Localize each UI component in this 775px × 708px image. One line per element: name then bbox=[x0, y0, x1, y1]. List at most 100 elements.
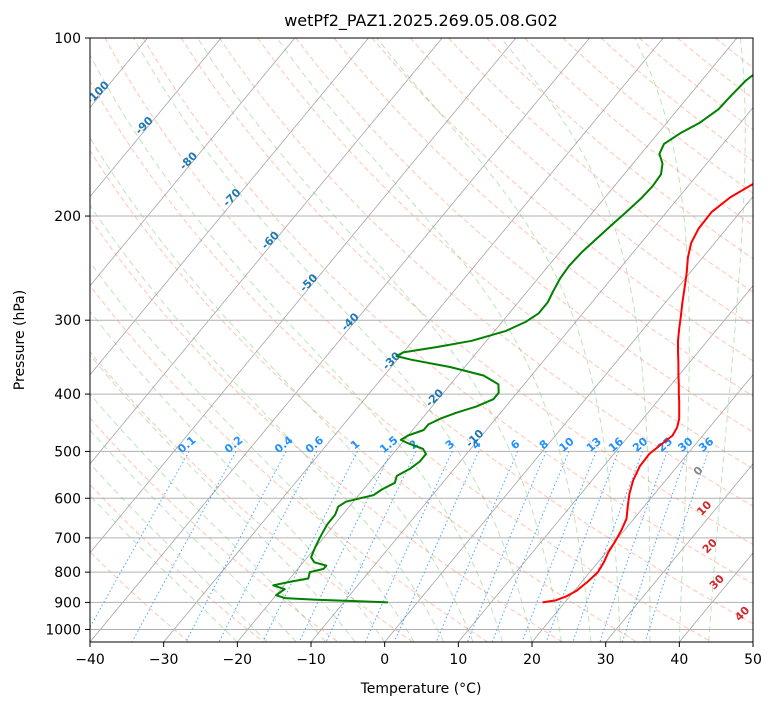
y-axis-label: Pressure (hPa) bbox=[12, 290, 28, 390]
dry-adiabat-line bbox=[371, 38, 753, 362]
x-axis-label: Temperature (°C) bbox=[360, 681, 482, 697]
dry-adiabat-line bbox=[333, 38, 753, 397]
x-tick-label: −30 bbox=[149, 652, 179, 668]
moist-adiabat-line bbox=[90, 393, 327, 642]
profile-series bbox=[272, 73, 753, 604]
dry-adiabat-line bbox=[90, 551, 190, 642]
dry-adiabat-line bbox=[219, 38, 753, 507]
moist-adiabats bbox=[90, 38, 746, 642]
y-tick-label: 400 bbox=[54, 387, 81, 403]
mixing-ratio-line bbox=[262, 451, 358, 642]
mixing-ratio-label: 1 bbox=[348, 437, 362, 452]
moist-adiabat-line bbox=[133, 38, 533, 642]
isotherm-label: -50 bbox=[297, 271, 320, 294]
mixing-ratio-line bbox=[185, 451, 287, 642]
isotherm-line bbox=[384, 195, 753, 642]
x-tick-label: −10 bbox=[296, 652, 326, 668]
mixing-ratio-label: 8 bbox=[537, 437, 551, 452]
moist-adiabat-label: 30 bbox=[707, 572, 727, 592]
mixing-ratio-line bbox=[599, 451, 668, 642]
mixing-ratio-line bbox=[621, 451, 689, 642]
mixing-ratio-line bbox=[545, 451, 619, 642]
moist-adiabat-line bbox=[90, 494, 238, 642]
mixing-ratio-label: 1.5 bbox=[377, 433, 400, 455]
isotherm-line bbox=[679, 552, 753, 642]
mixing-ratio-line bbox=[325, 451, 417, 642]
moist-adiabat-line bbox=[634, 38, 690, 642]
chart-title: wetPf2_PAZ1.2025.269.05.08.G02 bbox=[284, 11, 558, 31]
moist-adiabat-label: 40 bbox=[732, 604, 752, 624]
isotherm-line bbox=[90, 38, 296, 287]
mixing-ratio-line bbox=[393, 451, 480, 642]
isotherm-line bbox=[90, 38, 222, 198]
isotherm-line bbox=[90, 38, 369, 376]
dry-adiabat-line bbox=[90, 217, 563, 642]
dry-adiabat-line bbox=[754, 38, 775, 642]
mixing-ratio-line bbox=[90, 451, 190, 629]
isotherm-label: -100 bbox=[83, 78, 112, 107]
isotherm-label: -70 bbox=[220, 186, 243, 209]
y-tick-label: 500 bbox=[54, 444, 81, 460]
isotherm-line bbox=[531, 374, 753, 642]
y-tick-label: 1000 bbox=[45, 622, 81, 638]
moist-adiabat-line bbox=[90, 136, 474, 642]
x-tick-label: 30 bbox=[597, 652, 615, 668]
x-tick-label: 50 bbox=[744, 652, 762, 668]
mixing-ratio-line bbox=[435, 451, 519, 642]
dewpoint-profile-line bbox=[272, 73, 753, 604]
moist-adiabat-line bbox=[90, 310, 386, 642]
y-tick-label: 800 bbox=[54, 565, 81, 581]
mixing-ratio-line bbox=[644, 451, 709, 642]
moist-adiabat-line bbox=[276, 38, 592, 642]
mixing-ratio-line bbox=[218, 451, 318, 642]
dry-adiabat-line bbox=[142, 38, 753, 585]
mixing-ratio-label: 0.4 bbox=[272, 433, 296, 456]
dry-adiabats bbox=[90, 38, 775, 642]
dry-adiabat-line bbox=[180, 38, 753, 546]
moist-adiabat-label: 10 bbox=[694, 498, 714, 518]
x-tick-label: −20 bbox=[223, 652, 253, 668]
moist-adiabat-line bbox=[90, 53, 503, 642]
mixing-ratio-line bbox=[131, 451, 237, 642]
isotherm-label: -80 bbox=[177, 149, 200, 172]
mixing-ratio-label: 6 bbox=[508, 437, 522, 452]
mixing-ratio-line bbox=[298, 451, 392, 642]
isotherm-label: -40 bbox=[339, 310, 362, 333]
moist-adiabat-line bbox=[90, 204, 445, 642]
mixing-ratio-line bbox=[364, 451, 453, 642]
moist-adiabat-line bbox=[376, 38, 621, 642]
isotherm-line bbox=[752, 641, 753, 642]
dry-adiabat-line bbox=[448, 38, 753, 293]
dry-adiabat-line bbox=[257, 38, 753, 470]
mixing-ratio-line bbox=[491, 451, 570, 642]
mixing-ratio-line bbox=[467, 451, 547, 642]
dry-adiabat-line bbox=[90, 417, 339, 642]
mixing-ratio-line bbox=[572, 451, 644, 642]
isotherm-line bbox=[310, 106, 753, 642]
mixing-ratio-label: 0.1 bbox=[175, 433, 198, 455]
mixing-ratio-label: 0.6 bbox=[303, 433, 327, 456]
axes: −40 −30 −20 −10 0 10 20 30 40 5010020030040050060… bbox=[45, 31, 762, 668]
x-tick-label: −40 bbox=[75, 652, 105, 668]
pressure-gridlines bbox=[90, 38, 753, 630]
isotherm-label: -30 bbox=[380, 349, 403, 372]
moist-adiabat-line bbox=[708, 38, 746, 642]
plot-area: 0.1 0.2 0.4 0.6 1 1.5 2 3 4 6 8 10 13 16 20 25 30 36-100-… bbox=[83, 38, 775, 642]
dry-adiabat-line bbox=[677, 38, 753, 100]
moist-adiabat-line bbox=[90, 354, 356, 642]
dry-adiabat-line bbox=[486, 38, 753, 260]
x-tick-label: 20 bbox=[523, 652, 541, 668]
y-tick-label: 900 bbox=[54, 595, 81, 611]
y-tick-label: 700 bbox=[54, 531, 81, 547]
mixing-ratio-lines bbox=[90, 451, 709, 642]
dry-adiabat-line bbox=[90, 284, 488, 642]
dry-adiabat-line bbox=[90, 483, 264, 642]
dry-adiabat-line bbox=[90, 350, 414, 642]
isotherm-line bbox=[90, 38, 517, 554]
dry-adiabat-line bbox=[104, 38, 753, 625]
plot-frame bbox=[89, 37, 754, 643]
dry-adiabat-line bbox=[295, 38, 753, 433]
y-tick-label: 600 bbox=[54, 491, 81, 507]
x-tick-label: 40 bbox=[670, 652, 688, 668]
